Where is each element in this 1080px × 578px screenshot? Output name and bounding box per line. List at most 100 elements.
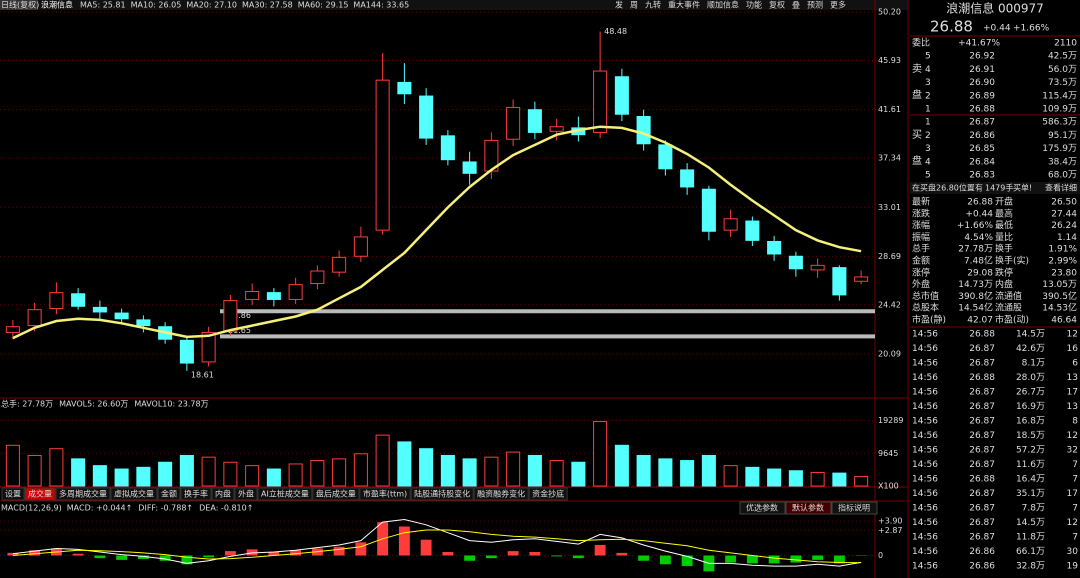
tick-count: 13 xyxy=(1067,373,1078,383)
y-tick-label: 50.20 xyxy=(878,7,901,16)
tab[interactable]: 多周期成交量 xyxy=(59,489,107,499)
tick-count: 17 xyxy=(1067,489,1078,499)
candle-body xyxy=(506,106,521,140)
book-price: 26.90 xyxy=(969,78,995,88)
ma-label: MA10: 26.05 xyxy=(131,1,182,10)
volume-bar xyxy=(614,444,629,487)
tick-time: 14:56 xyxy=(912,359,938,369)
tick-volume: 42.6万 xyxy=(1016,344,1045,354)
candle-body xyxy=(310,270,325,285)
candle-body xyxy=(527,109,542,133)
tab[interactable]: 资金抄底 xyxy=(532,489,564,499)
tick-volume: 16.9万 xyxy=(1016,402,1045,412)
tab-bg xyxy=(211,487,235,501)
high-label: 48.48 xyxy=(604,27,627,36)
stat-value: 29.08 xyxy=(967,268,993,278)
tick-price: 26.88 xyxy=(969,330,995,340)
volume-bar xyxy=(658,458,673,487)
stat-label: 最高 xyxy=(995,207,1013,219)
tick-time: 14:56 xyxy=(912,547,938,557)
candle-body xyxy=(375,79,390,231)
macd-title: MACD(12,26,9) xyxy=(1,504,62,513)
indicator-button[interactable]: 指标说明 xyxy=(838,503,870,513)
tab-bg xyxy=(1,487,25,501)
y-tick-label: X100 xyxy=(878,482,899,491)
candle-body xyxy=(114,312,129,320)
book-volume: 73.5万 xyxy=(1048,78,1077,88)
tab[interactable]: 成交量 xyxy=(28,489,52,499)
stat-label: 涨幅 xyxy=(912,219,930,231)
indicator-button[interactable]: 优选参数 xyxy=(746,503,778,513)
ma-label: MA144: 33.65 xyxy=(353,1,409,10)
book-side: 卖 xyxy=(912,63,922,75)
toolbar-button[interactable]: 功能 xyxy=(746,0,762,10)
tab[interactable]: 外盘 xyxy=(238,489,254,499)
tab[interactable]: 融资融券变化 xyxy=(477,489,525,499)
volume-bar xyxy=(854,476,869,487)
toolbar-button[interactable]: 顺加信息 xyxy=(707,0,739,10)
toolbar-button[interactable]: 发 xyxy=(615,0,623,10)
tab[interactable]: 市盈率(ttm) xyxy=(363,489,407,499)
tab[interactable]: 设置 xyxy=(5,489,21,499)
volume-bar xyxy=(832,472,847,487)
stat-label: 换手 xyxy=(995,243,1013,255)
stat-label: 外盘 xyxy=(912,278,930,290)
book-volume: 586.3万 xyxy=(1042,118,1077,128)
tab[interactable]: 金额 xyxy=(161,489,177,499)
tab[interactable]: 陆股通持股变化 xyxy=(414,489,470,499)
book-price: 26.92 xyxy=(969,52,995,62)
y-tick-label: 9645 xyxy=(878,449,898,458)
tick-time: 14:56 xyxy=(912,344,938,354)
notice[interactable]: 查看详细 xyxy=(1045,183,1077,193)
volume-bar xyxy=(462,458,477,487)
book-price: 26.87 xyxy=(969,118,995,128)
stat-label: 内盘 xyxy=(995,278,1013,290)
candle-body xyxy=(854,276,869,282)
tick-count: 13 xyxy=(1067,402,1078,412)
tick-time: 14:56 xyxy=(912,475,938,485)
book-volume: 175.9万 xyxy=(1042,144,1077,154)
tick-time: 14:56 xyxy=(912,330,938,340)
toolbar-button[interactable]: 重大事件 xyxy=(668,0,700,10)
toolbar-button[interactable]: 预测 xyxy=(807,0,823,10)
tick-price: 26.88 xyxy=(969,373,995,383)
candle-body xyxy=(288,284,303,300)
tab-bg xyxy=(110,487,158,501)
indicator-button[interactable]: 默认参数 xyxy=(792,503,824,513)
volume-bar xyxy=(71,458,86,487)
book-level: 5 xyxy=(925,52,931,62)
book-volume: 115.4万 xyxy=(1042,91,1077,101)
tab[interactable]: 换手率 xyxy=(184,489,208,499)
tab-bg xyxy=(55,487,111,501)
tab[interactable]: 内盘 xyxy=(215,489,231,499)
toolbar-button[interactable]: 九转 xyxy=(645,0,661,10)
candle-body xyxy=(266,292,281,300)
tab[interactable]: 虚拟成交量 xyxy=(114,489,154,499)
volume-bar xyxy=(310,460,325,487)
volume-bar xyxy=(179,454,194,487)
toolbar-button[interactable]: 周 xyxy=(630,1,638,10)
tick-price: 26.87 xyxy=(969,533,995,543)
tick-volume: 28.0万 xyxy=(1016,373,1045,383)
stock-name: 浪潮信息 xyxy=(41,0,73,10)
toolbar-button[interactable]: 更多 xyxy=(830,0,846,10)
stat-value: 27.44 xyxy=(1051,209,1077,219)
candle-body xyxy=(332,256,347,273)
book-level: 1 xyxy=(925,118,931,128)
tab-bg xyxy=(234,487,258,501)
toolbar-button[interactable]: 复权 xyxy=(769,0,785,10)
volume-bar xyxy=(5,444,20,487)
stat-value: 42.07 xyxy=(967,316,993,326)
toolbar-button[interactable]: 叠 xyxy=(792,1,800,10)
volume-bar xyxy=(440,454,455,487)
tab[interactable]: 盘后成交量 xyxy=(316,489,356,499)
candle-body xyxy=(701,188,716,232)
tick-volume: 26.7万 xyxy=(1016,388,1045,398)
ma60-line xyxy=(12,125,862,340)
stat-value: +0.44 xyxy=(965,209,993,219)
level-label: 21.65 xyxy=(228,326,251,335)
volume-bar xyxy=(506,451,521,487)
stat-value: 4.54% xyxy=(964,233,993,243)
stat-value: 27.78万 xyxy=(958,245,993,255)
tab[interactable]: AI立桩成交量 xyxy=(261,489,309,499)
